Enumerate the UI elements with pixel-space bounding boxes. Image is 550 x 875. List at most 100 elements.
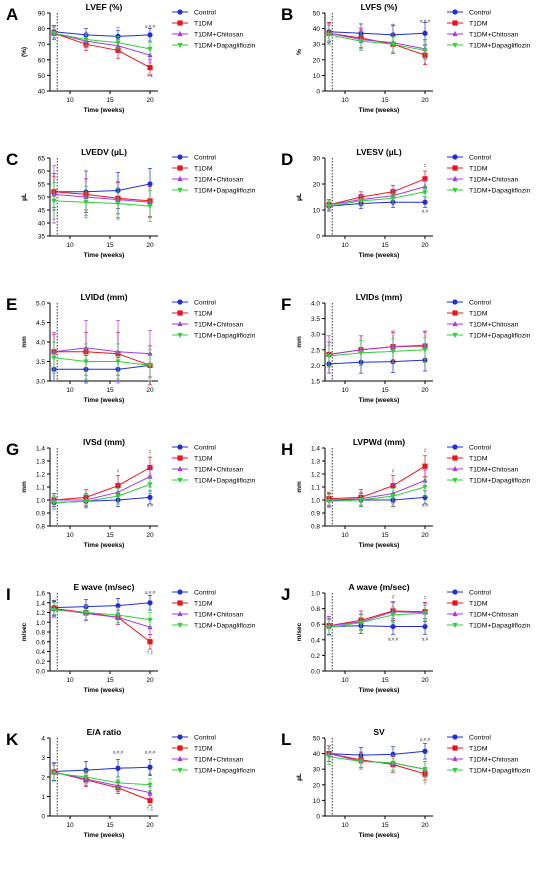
y-tick-label: 50 [38,195,46,202]
y-tick-label: 3 [41,755,45,762]
x-axis-label: Time (weeks) [84,252,125,259]
y-tick-label: 4 [41,736,45,743]
significance-annotation: α,#,# [420,18,431,23]
legend-label: Control [194,445,216,452]
data-point [51,198,57,204]
data-point [147,639,153,645]
data-point [83,37,89,43]
y-tick-label: 4.0 [311,301,320,308]
y-tick-label: 0.0 [36,669,45,676]
y-tick-label: 60 [38,169,46,176]
legend-label: Control [469,735,491,742]
x-tick-label: 15 [381,822,389,829]
legend-item: T1DM [447,600,488,608]
legend-label: T1DM+Dapagliflozin [469,333,531,340]
series-control [326,617,428,635]
series-line [53,193,151,203]
legend-item: Control [447,154,491,162]
y-tick-label: 55 [38,182,46,189]
legend: Control T1DM T1DM+Chitosan T1DM+Dapaglifloz… [447,299,531,340]
x-axis-label: Time (weeks) [84,397,125,404]
significance-annotation: ‡ [117,469,120,474]
y-tick-label: 4.0 [36,340,45,347]
legend-marker [452,154,458,160]
legend-marker [177,42,183,49]
significance-annotation: α,#,# [388,637,399,642]
y-tick-label: 0 [316,814,320,821]
legend-marker [177,610,183,617]
chart-title: LVPWd (mm) [353,437,405,447]
data-point [51,607,57,614]
series-line [53,609,151,621]
series-line [329,496,426,501]
series-t1dm [51,175,153,217]
significance-annotation: α,#,# [420,737,431,742]
panel-k: K E/A ratio 0 1 2 3 4 10 15 20 Time (weeks) α,#,# α,… [6,727,256,839]
legend-item: T1DM+Dapagliflozin [172,768,256,775]
data-point [115,612,121,619]
series-t1dm-dapagliflozin [51,182,153,223]
legend-marker [452,320,458,327]
data-point [51,771,57,777]
legend-label: T1DM [194,601,213,608]
chart-title: E/A ratio [87,727,122,737]
legend-item: T1DM+Chitosan [172,610,244,619]
legend-label: Control [469,155,491,162]
series-t1dm-dapagliflozin [326,336,428,368]
panel-g: G IVSd (mm) 0.8 0.9 1.0 1.1 1.2 1.3 1.4 10 15 20 Tim… [6,437,256,549]
series-control [326,743,428,764]
panel-h: H LVPWd (mm) 0.8 0.9 1.0 1.1 1.2 1.3 1.4 10 15 20 Ti… [281,437,531,549]
y-tick-label: 50 [38,73,46,80]
legend-item: T1DM+Dapagliflozin [447,333,531,340]
legend-label: Control [469,300,491,307]
data-point [115,603,121,609]
y-axis-label: mm [296,481,303,493]
x-tick-label: 10 [66,532,74,539]
series-line [328,349,426,357]
y-tick-label: 2 [41,775,45,782]
y-tick-label: 60 [38,57,46,64]
legend-marker [452,310,458,316]
legend-marker [177,589,183,595]
chart-title: E wave (m/sec) [74,582,135,592]
legend-marker [177,30,183,37]
significance-annotation: ‡ [424,163,427,168]
legend-marker [177,187,183,194]
data-point [422,176,428,182]
legend-label: T1DM+Dapagliflozin [194,188,256,195]
legend-marker [452,9,458,15]
x-tick-label: 15 [106,532,114,539]
legend-label: T1DM [194,311,213,318]
series-t1dm-dapagliflozin [326,186,428,212]
data-point [326,353,332,360]
legend-item: T1DM+Dapagliflozin [172,333,256,340]
data-point [390,751,396,757]
data-point [390,494,396,500]
legend-item: T1DM+Dapagliflozin [172,43,256,50]
legend-item: Control [172,734,216,742]
series-control [326,490,428,507]
significance-annotation: α,#,# [145,750,156,755]
data-point [422,30,428,36]
x-tick-label: 15 [106,97,114,104]
x-tick-label: 20 [146,97,154,104]
y-axis-label: mm [21,336,28,348]
series-line [328,201,425,207]
series-t1dm-chitosan [51,26,153,64]
legend-label: T1DM+Chitosan [469,32,519,39]
series-t1dm-chitosan [51,165,153,224]
legend-marker [177,175,183,182]
legend-label: T1DM+Chitosan [469,322,519,329]
y-tick-label: 20 [313,57,321,64]
significance-annotation: α,# [422,503,429,508]
y-tick-label: 1.0 [36,620,45,627]
legend-label: T1DM+Dapagliflozin [194,623,256,630]
legend-item: T1DM [447,310,488,318]
significance-annotation: ** [116,25,120,30]
data-point [422,199,428,205]
series-line [54,364,151,370]
chart-title: A wave (m/sec) [348,582,409,592]
series-line [53,772,151,786]
series-line [328,31,426,36]
